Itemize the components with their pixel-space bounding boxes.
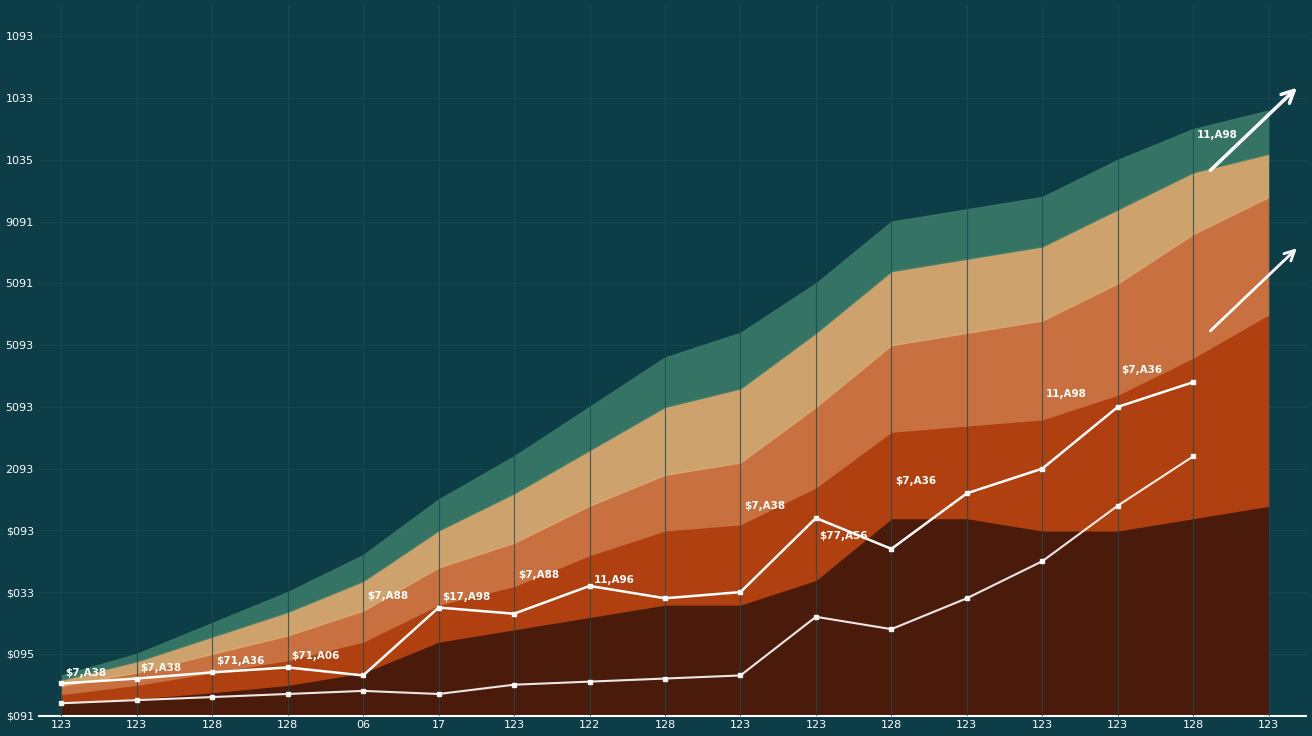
Text: $7,A36: $7,A36 [1122,365,1162,375]
Text: $71,A06: $71,A06 [291,651,340,661]
Text: $7,A36: $7,A36 [895,476,937,486]
Text: 11,A96: 11,A96 [593,576,634,585]
Text: $7,A38: $7,A38 [66,668,106,678]
Text: $7,A88: $7,A88 [367,591,408,601]
Text: $71,A36: $71,A36 [216,657,265,666]
Text: $7,A38: $7,A38 [744,500,786,511]
Text: 11,A98: 11,A98 [1046,389,1086,400]
Text: $7,A38: $7,A38 [140,663,181,673]
Text: $7,A88: $7,A88 [518,570,559,580]
Text: $77,A56: $77,A56 [820,531,869,542]
Text: 11,A98: 11,A98 [1197,130,1239,140]
Text: $17,A98: $17,A98 [442,592,491,602]
